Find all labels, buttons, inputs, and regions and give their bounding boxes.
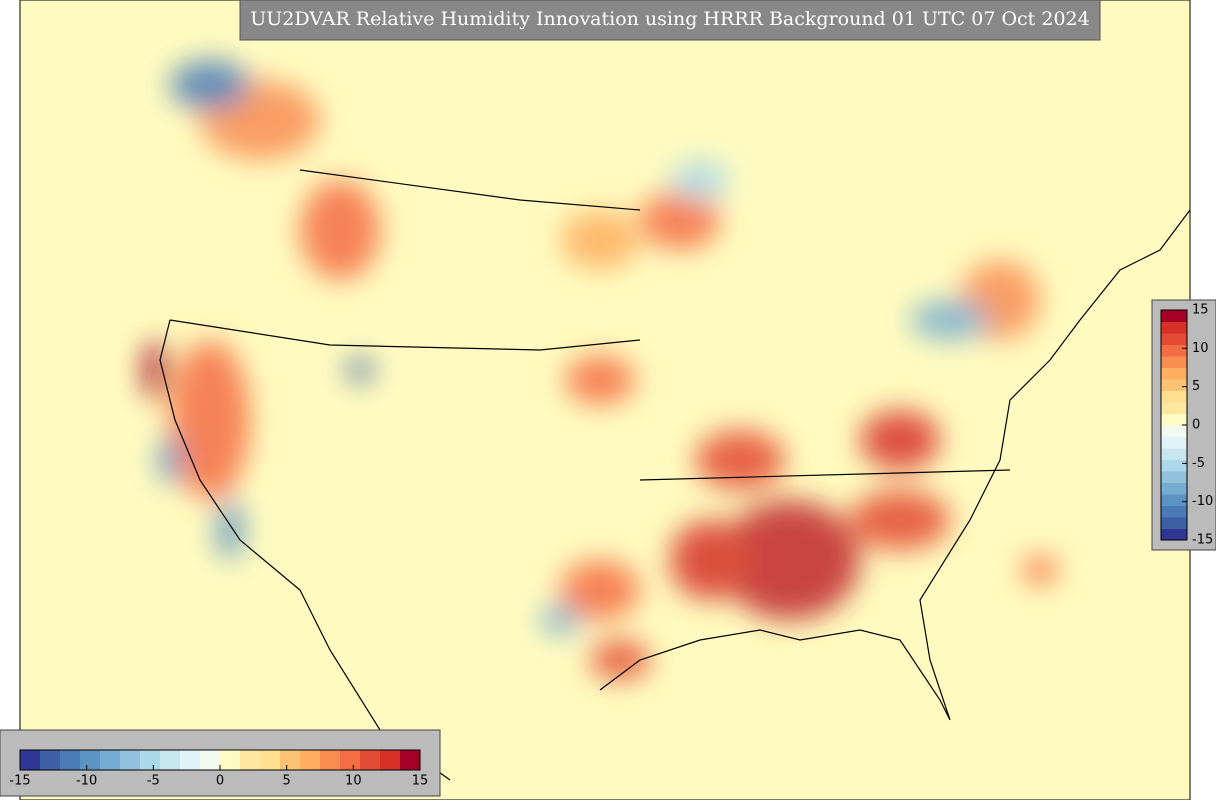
color-bin xyxy=(220,750,241,770)
coastlines xyxy=(159,169,1191,781)
color-bin xyxy=(1161,448,1187,460)
color-bin xyxy=(340,750,361,770)
color-bin xyxy=(1161,528,1187,541)
tick-label: -5 xyxy=(1192,456,1205,471)
color-bin xyxy=(100,750,121,770)
color-bin xyxy=(240,750,261,770)
color-bin xyxy=(1161,344,1187,357)
color-bin xyxy=(380,750,401,770)
color-bin xyxy=(180,750,201,770)
color-bin xyxy=(1161,505,1187,518)
color-bin xyxy=(1161,413,1187,426)
color-bin xyxy=(20,750,41,770)
tick-label: 5 xyxy=(283,774,291,789)
color-bin xyxy=(1161,436,1187,449)
color-bin xyxy=(280,750,301,770)
color-bin xyxy=(1161,517,1187,529)
color-bin xyxy=(400,750,421,770)
color-bin xyxy=(1161,390,1187,403)
color-bin xyxy=(260,750,281,770)
color-bin xyxy=(120,750,141,770)
color-bin xyxy=(1161,459,1187,472)
tick-label: 15 xyxy=(1192,303,1209,318)
color-bin xyxy=(1161,379,1187,391)
horizontal-colorbar: -15 -10 -5 0 5 10 15 xyxy=(9,749,429,789)
tick-label: 5 xyxy=(1192,379,1200,394)
title-box xyxy=(239,0,1101,41)
tick-label: -15 xyxy=(9,774,30,789)
tick-label: -5 xyxy=(147,774,160,789)
tick-label: -10 xyxy=(1192,494,1213,509)
tick-label: 15 xyxy=(412,774,429,789)
tick-label: -10 xyxy=(76,774,97,789)
color-bin xyxy=(140,750,161,770)
map-title: UU2DVAR Relative Humidity Innovation usi… xyxy=(250,8,1089,30)
color-bin xyxy=(360,750,381,770)
color-bin xyxy=(1161,402,1187,414)
tick-label: 10 xyxy=(345,774,362,789)
tick-label: 0 xyxy=(216,774,224,789)
color-bin xyxy=(80,750,101,770)
color-bin xyxy=(1161,321,1187,334)
color-bin xyxy=(40,750,61,770)
color-bin xyxy=(1161,482,1187,495)
color-bin xyxy=(1161,471,1187,483)
color-bin xyxy=(1161,310,1187,322)
tick-label: 10 xyxy=(1192,341,1209,356)
tick-label: 0 xyxy=(1192,418,1200,433)
color-bin xyxy=(1161,356,1187,368)
color-bin xyxy=(160,750,181,770)
color-bin xyxy=(320,750,341,770)
color-bin xyxy=(1161,425,1187,437)
tick-label: -15 xyxy=(1192,533,1213,548)
color-bin xyxy=(300,750,321,770)
color-bin xyxy=(1161,367,1187,380)
color-bin xyxy=(1161,494,1187,506)
humidity-field xyxy=(143,60,1058,680)
color-bin xyxy=(200,750,221,770)
vertical-colorbar: -15 -10 -5 0 5 10 15 xyxy=(1160,303,1213,548)
color-bin xyxy=(60,750,81,770)
color-bin xyxy=(1161,333,1187,345)
